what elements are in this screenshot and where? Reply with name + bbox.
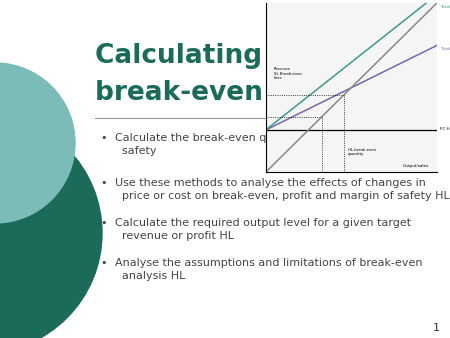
- Text: •: •: [100, 133, 107, 143]
- Text: HL break-even
quantity: HL break-even quantity: [347, 148, 376, 156]
- Text: Revenue
SL Break-even
here: Revenue SL Break-even here: [274, 67, 302, 80]
- Text: Output/sales: Output/sales: [402, 164, 428, 168]
- Text: Total HL cost: Total HL cost: [440, 5, 450, 9]
- Text: Use these methods to analyse the effects of changes in
  price or cost on break-: Use these methods to analyse the effects…: [115, 178, 450, 201]
- Text: break-even point: break-even point: [95, 80, 350, 106]
- Text: Analyse the assumptions and limitations of break-even
  analysis HL: Analyse the assumptions and limitations …: [115, 258, 423, 281]
- Text: Total (SL) cost: Total (SL) cost: [440, 47, 450, 51]
- Text: •: •: [100, 258, 107, 268]
- Text: •: •: [100, 178, 107, 188]
- Text: Calculating a: Calculating a: [95, 43, 289, 69]
- Text: •: •: [100, 218, 107, 228]
- Circle shape: [0, 113, 102, 338]
- Circle shape: [0, 63, 75, 223]
- Text: FC fixed cost: FC fixed cost: [440, 127, 450, 131]
- Text: 1: 1: [433, 323, 440, 333]
- Text: Calculate the break-even quantity, profit and margin of
  safety: Calculate the break-even quantity, profi…: [115, 133, 424, 156]
- Text: Calculate the required output level for a given target
  revenue or profit HL: Calculate the required output level for …: [115, 218, 411, 241]
